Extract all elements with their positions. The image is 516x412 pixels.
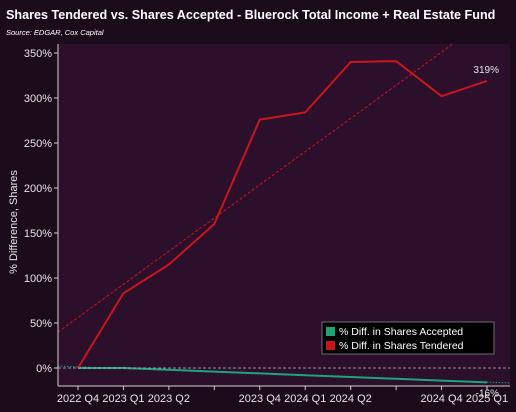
x-tick-label: 2023 Q4: [239, 393, 281, 405]
chart-title: Shares Tendered vs. Shares Accepted - Bl…: [6, 8, 496, 22]
chart-source: Source: EDGAR, Cox Capital: [6, 28, 104, 37]
x-tick-label: 2024 Q1: [284, 393, 326, 405]
x-tick-label: 2023 Q1: [102, 393, 144, 405]
y-tick-label: 0%: [36, 363, 52, 375]
y-axis: 0% 50% 100% 150% 200% 250% 300% 350%: [24, 44, 510, 386]
y-tick-label: 200%: [24, 183, 52, 195]
series-line-tendered: [77, 60, 488, 369]
x-axis: 2022 Q4 2023 Q1 2023 Q2 2023 Q4 2024 Q1 2024 …: [57, 385, 510, 405]
x-tick-label: 2025 Q1: [466, 393, 508, 405]
series-lines: [77, 60, 488, 384]
trendline-tendered: [58, 44, 454, 333]
legend: % Diff. in Shares Accepted % Diff. in Sha…: [321, 321, 495, 355]
y-tick-label: 250%: [24, 138, 52, 150]
x-tick-label: 2024 Q4: [420, 393, 462, 405]
legend-box: [321, 321, 495, 355]
legend-label: % Diff. in Shares Tendered: [339, 340, 464, 352]
x-tick-label: 2023 Q2: [148, 393, 190, 405]
data-labels: -16% 319%: [473, 65, 499, 399]
series-line-accepted: [78, 367, 488, 384]
x-tick-label: 2022 Q4: [57, 393, 99, 405]
y-tick-label: 300%: [24, 93, 52, 105]
legend-swatch: [326, 327, 335, 336]
legend-label: % Diff. in Shares Accepted: [339, 326, 463, 338]
y-tick-label: 350%: [24, 48, 52, 60]
end-label-accepted: -16%: [476, 388, 499, 399]
legend-swatch: [326, 341, 335, 350]
y-tick-label: 50%: [30, 318, 52, 330]
end-label-tendered: 319%: [473, 65, 499, 76]
x-tick-label: 2024 Q2: [330, 393, 372, 405]
y-tick-label: 150%: [24, 228, 52, 240]
y-tick-label: 100%: [24, 273, 52, 285]
